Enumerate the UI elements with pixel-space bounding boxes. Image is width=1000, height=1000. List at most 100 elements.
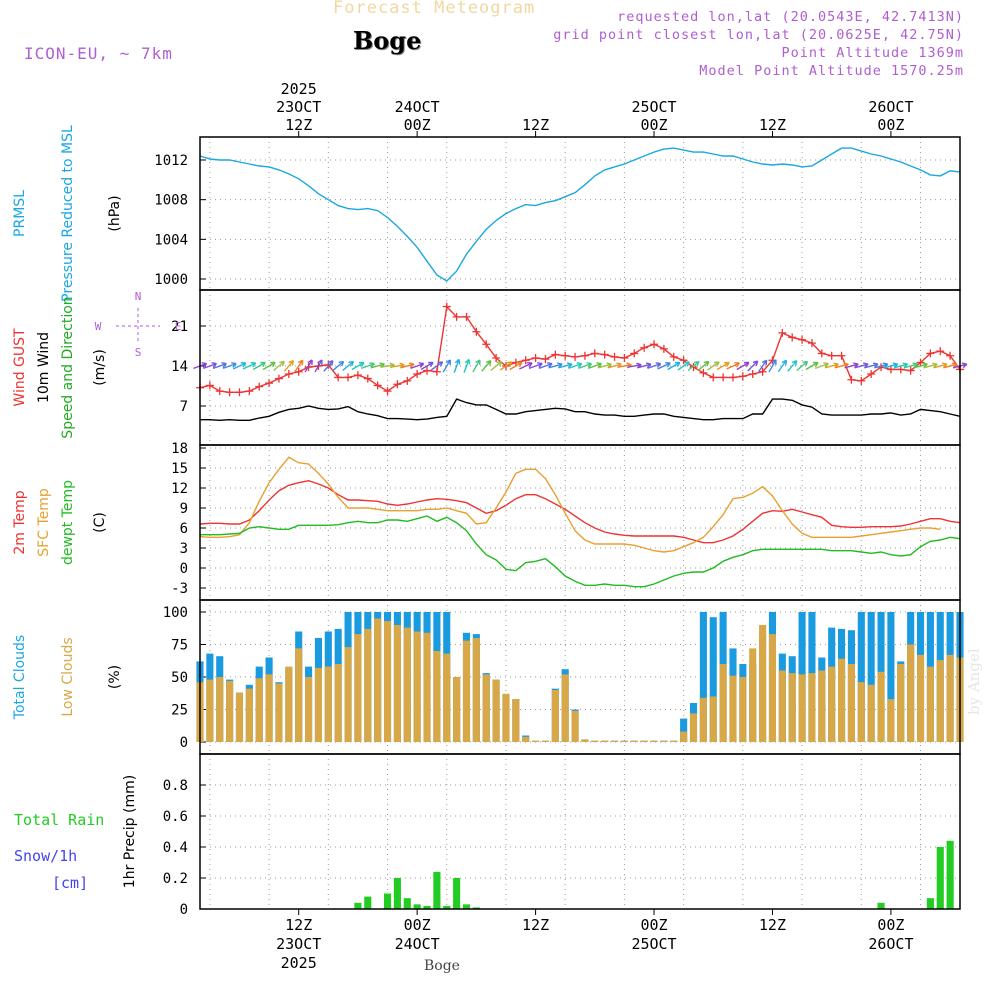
data-point-gust — [403, 376, 412, 385]
wind-arrow-shaft — [390, 364, 405, 368]
data-point-gust — [798, 335, 807, 344]
data-point-gust — [393, 380, 402, 389]
compass-rose: N S W E — [95, 290, 182, 359]
wind-arrow-shaft — [707, 361, 720, 371]
wind-arrow-shaft — [864, 363, 879, 369]
y-tick-label: 0.6 — [163, 809, 188, 825]
wind-arrow-head — [812, 361, 819, 368]
series-line-2m-temp — [199, 479, 961, 544]
bar-clouds — [275, 683, 283, 742]
wind-arrow-head — [221, 362, 227, 368]
wind-arrow-shaft — [294, 359, 304, 373]
wind-arrow-shaft — [528, 362, 543, 370]
compass-w: W — [95, 320, 102, 333]
bar-clouds — [857, 612, 865, 742]
wind-arrow-shaft — [314, 359, 323, 373]
bar-precip — [462, 904, 471, 909]
wind-arrow-shaft — [519, 362, 533, 370]
wind-arrow-shaft — [687, 360, 700, 372]
wind-arrow-head — [211, 362, 217, 368]
wind-arrow-shaft — [252, 361, 266, 371]
wind-arrow-head — [823, 362, 829, 368]
bar-clouds — [502, 693, 510, 742]
bar-clouds — [739, 677, 747, 742]
wind-arrow-shaft — [796, 360, 808, 372]
wind-arrow-shaft — [222, 362, 237, 370]
bar-precip — [354, 902, 362, 909]
data-point-gust — [679, 356, 688, 365]
y-axis-label: dewpt Temp — [60, 480, 76, 565]
wind-arrow-head — [250, 362, 257, 368]
wind-arrow — [400, 362, 415, 369]
data-point-gust — [699, 368, 708, 377]
x-tick-label-bottom: 00Z — [877, 916, 904, 934]
series-line-prmsl — [199, 147, 961, 282]
wind-arrow-shaft — [538, 362, 553, 370]
bar-clouds — [541, 740, 550, 742]
bar-precip — [383, 893, 392, 909]
requested-location: requested lon,lat (20.0543E, 42.7413N) — [617, 9, 964, 25]
panel-pressure: 1000 1004 1008 1012 PRMSL Pressure Reduced to… — [12, 125, 961, 302]
wind-arrow — [538, 362, 553, 370]
wind-arrow-shaft — [463, 359, 470, 373]
bar-clouds — [699, 612, 707, 742]
x-tick-label-bottom: 00Z — [640, 916, 667, 934]
wind-arrow-head — [201, 362, 208, 368]
wind-arrow-shaft — [726, 362, 740, 370]
wind-arrow — [442, 359, 451, 373]
wind-arrow-shaft — [893, 363, 908, 369]
wind-arrow-head — [464, 358, 471, 365]
wind-arrow-shaft — [548, 363, 563, 369]
x-tick-label-top: 00Z — [640, 116, 667, 134]
wind-arrow-shaft — [490, 360, 502, 372]
wind-arrow-head — [596, 362, 602, 368]
bar-clouds — [630, 740, 638, 742]
wind-arrow — [490, 360, 503, 372]
bar-clouds — [314, 667, 322, 742]
wind-arrow-shaft — [903, 363, 918, 369]
wind-arrow-head — [506, 361, 513, 367]
wind-arrow-head — [791, 359, 798, 366]
wind-arrow-head — [475, 359, 481, 365]
bar-clouds — [729, 675, 737, 742]
wind-arrow-head — [338, 360, 345, 367]
wind-arrow-shaft — [874, 363, 888, 369]
x-tick-label-bottom: 25OCT — [631, 935, 676, 953]
wind-arrow-head — [527, 362, 533, 368]
wind-arrow — [716, 361, 730, 371]
bar-precip — [472, 907, 480, 909]
bar-clouds — [759, 625, 767, 742]
wind-arrow-head — [566, 362, 573, 369]
series-line-10m-wind — [200, 398, 961, 422]
wind-arrow-shaft — [472, 359, 481, 373]
wind-arrow — [777, 359, 788, 373]
bar-clouds — [838, 658, 846, 742]
x-tick-label-top: 00Z — [404, 116, 431, 134]
data-point-gust — [580, 351, 589, 360]
bar-precip — [453, 878, 461, 909]
wind-arrow-head — [454, 358, 461, 365]
data-point-gust — [344, 373, 353, 382]
data-point-gust — [807, 339, 816, 348]
bar-clouds — [413, 631, 421, 742]
data-point-gust — [334, 373, 343, 382]
bar-clouds — [561, 674, 569, 742]
wind-arrow — [212, 362, 227, 370]
data-point-gust — [600, 350, 609, 359]
wind-arrow-shaft — [332, 360, 344, 372]
data-point-gust — [373, 381, 382, 390]
wind-arrow-head — [485, 359, 492, 366]
wind-arrow-shaft — [442, 359, 451, 373]
bar-clouds — [472, 638, 480, 742]
wind-arrow-shaft — [758, 359, 768, 373]
wind-arrow — [332, 360, 345, 372]
wind-arrow-shaft — [617, 364, 632, 368]
y-axis-label: Wind GUST — [12, 328, 28, 407]
data-point-gust — [719, 373, 728, 382]
compass-n: N — [135, 290, 142, 303]
wind-arrow-shaft — [273, 360, 285, 372]
wind-arrow-head — [703, 360, 710, 367]
y-tick-label: 7 — [180, 399, 188, 415]
wind-arrow — [342, 360, 355, 372]
